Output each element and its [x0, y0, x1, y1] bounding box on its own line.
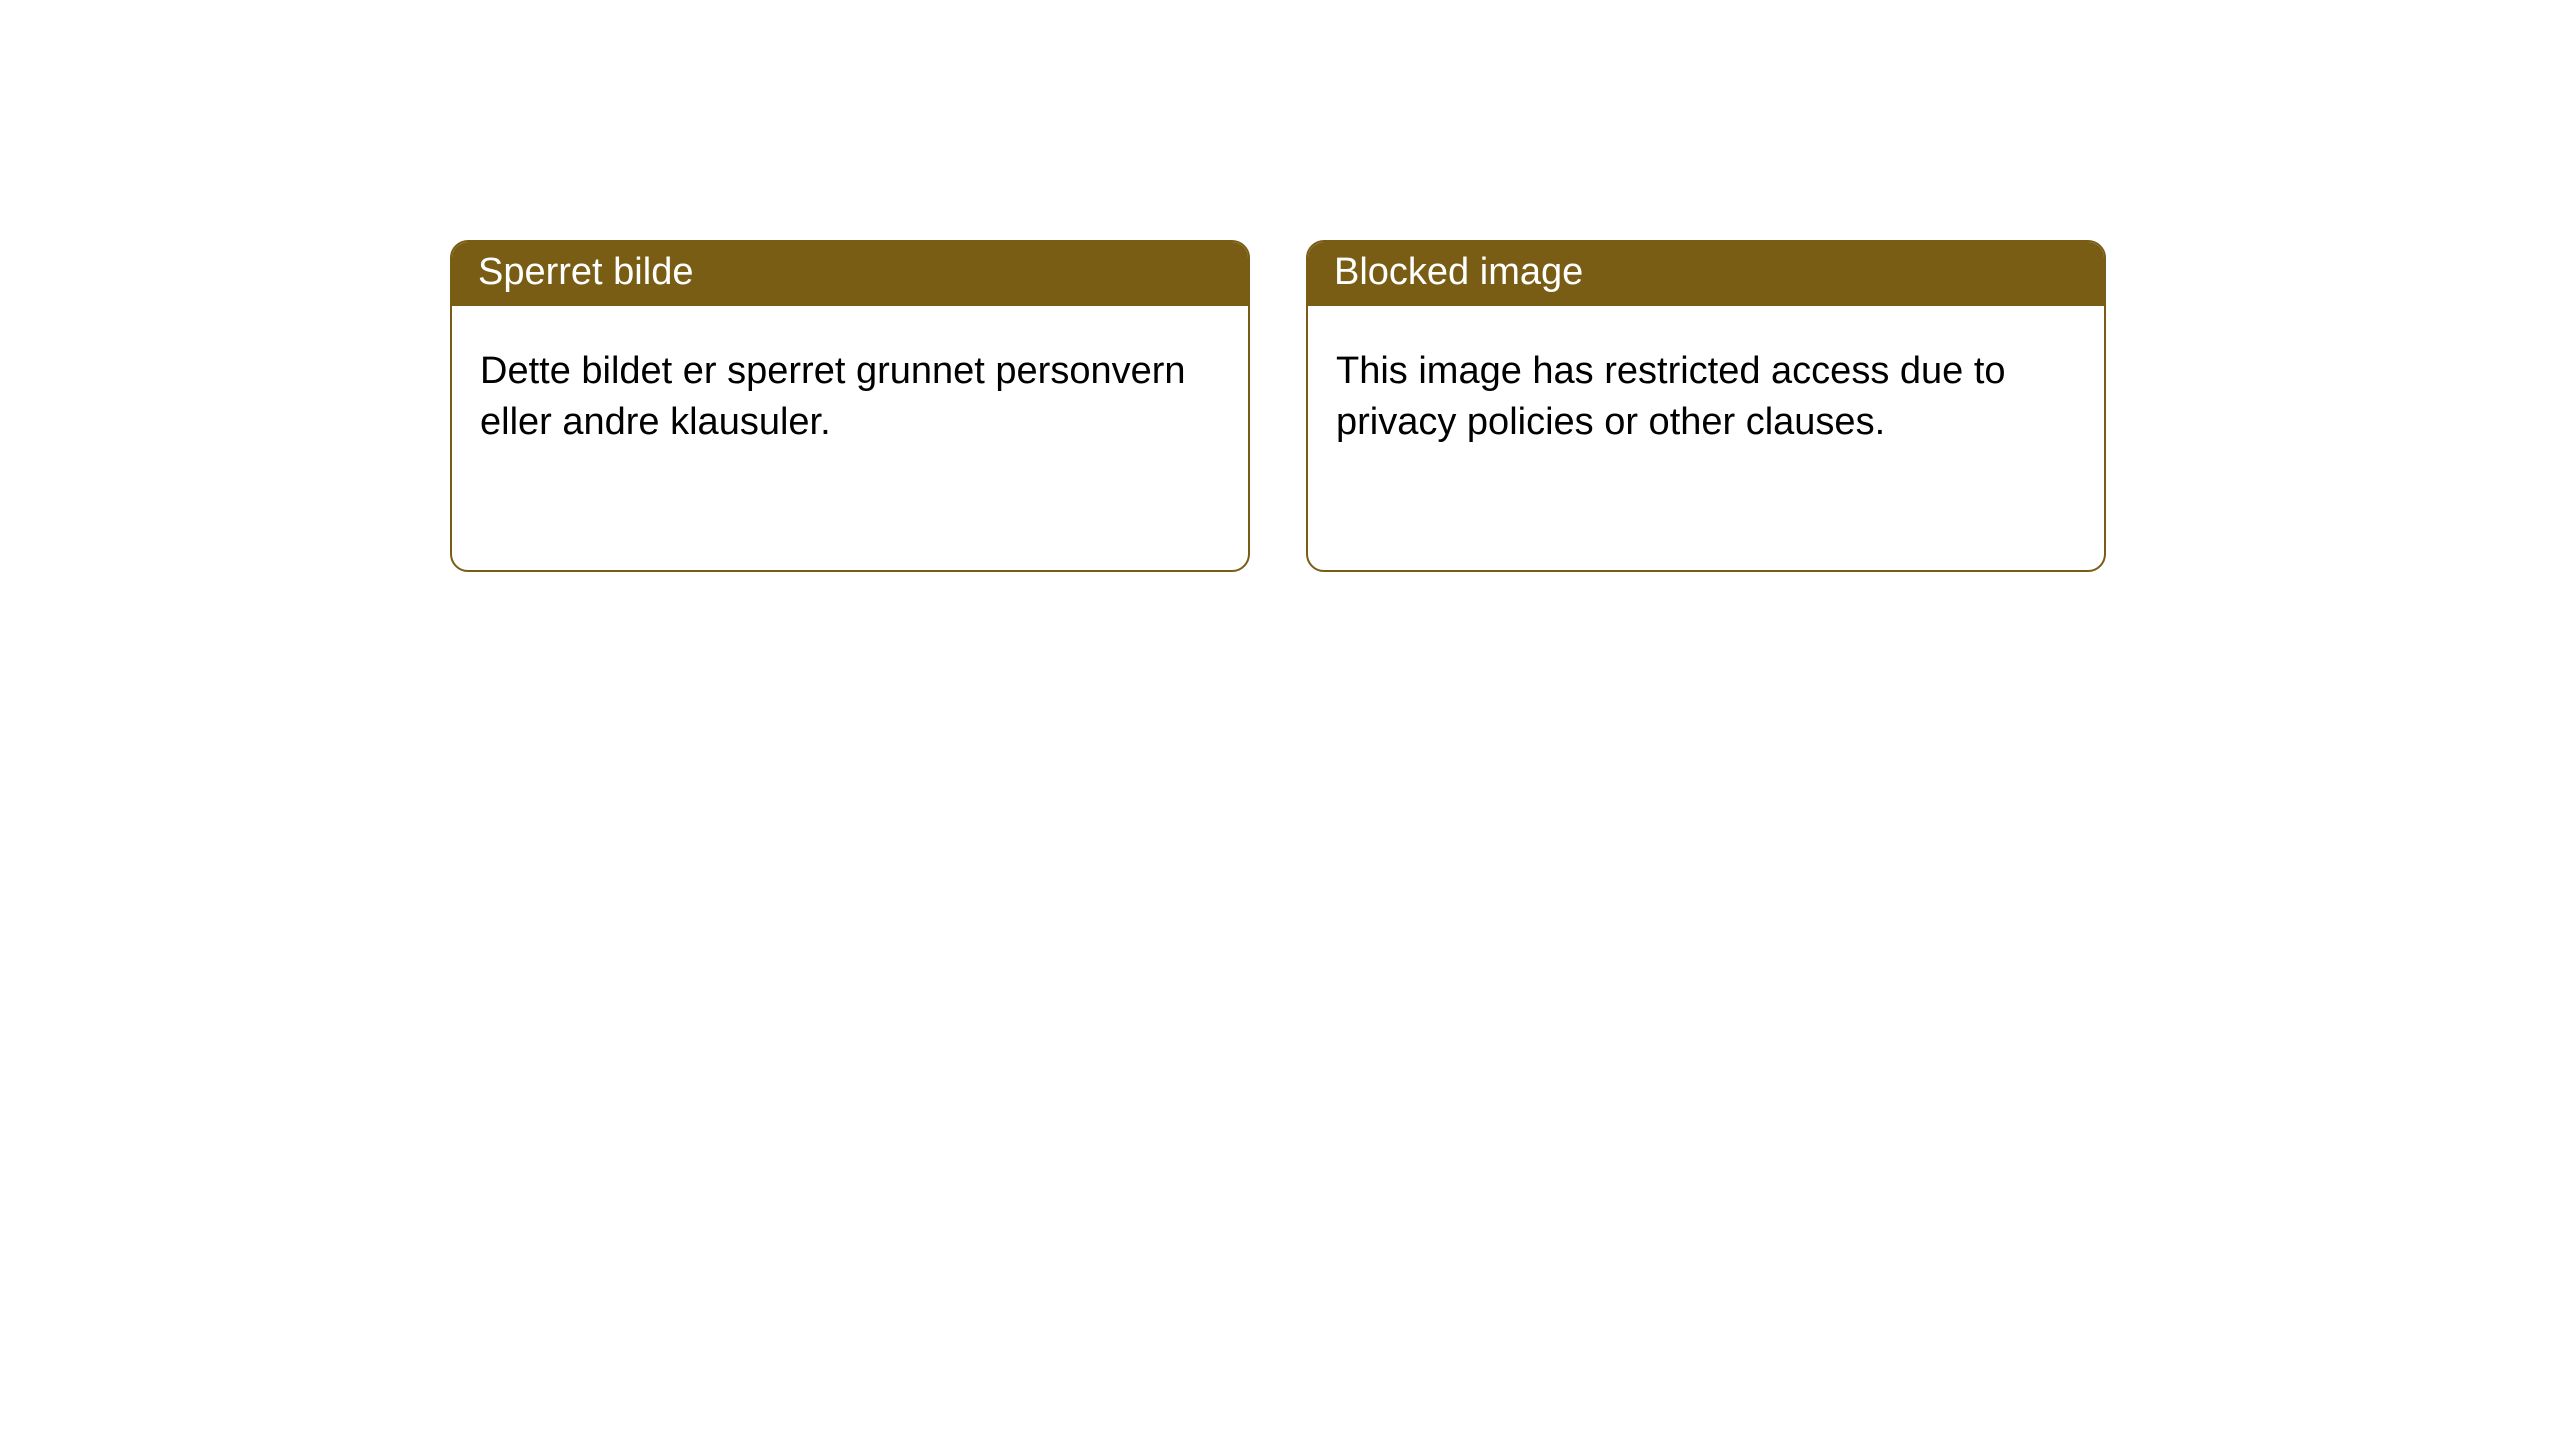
notice-body: This image has restricted access due to …: [1308, 306, 2104, 477]
notice-body: Dette bildet er sperret grunnet personve…: [452, 306, 1248, 477]
notice-title: Blocked image: [1308, 242, 2104, 306]
notice-card-english: Blocked image This image has restricted …: [1306, 240, 2106, 572]
notice-title: Sperret bilde: [452, 242, 1248, 306]
notice-card-norwegian: Sperret bilde Dette bildet er sperret gr…: [450, 240, 1250, 572]
notice-container: Sperret bilde Dette bildet er sperret gr…: [450, 240, 2106, 572]
